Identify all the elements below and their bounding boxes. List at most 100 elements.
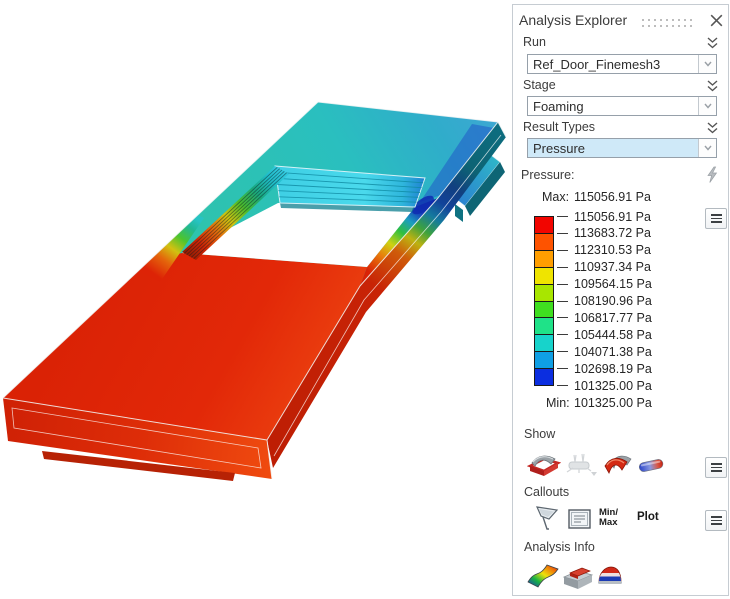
mold-with-part-icon <box>527 455 561 476</box>
auto-update-bolt-icon[interactable] <box>705 166 719 184</box>
run-combobox[interactable]: Ref_Door_Finemesh3 <box>527 54 717 74</box>
legend-tick-row: 115056.91 Pa <box>557 209 651 225</box>
show-injectors-button[interactable] <box>563 452 599 478</box>
legend-tick-row: 108190.96 Pa <box>557 293 652 309</box>
probe-flag-icon <box>536 506 559 530</box>
probe-callout-button[interactable] <box>535 505 560 532</box>
legend-max-label: Max: <box>542 190 570 204</box>
legend-max-value: 115056.91 Pa <box>574 190 651 204</box>
legend-tick-dash <box>557 351 568 353</box>
legend-tick-dash <box>557 249 568 251</box>
legend-tick-dash <box>557 283 568 285</box>
legend-menu-button[interactable] <box>705 208 727 229</box>
legend-tick-value: 115056.91 Pa <box>574 209 651 224</box>
legend-tick-value: 112310.53 Pa <box>574 243 651 258</box>
part-info-button[interactable] <box>596 564 624 588</box>
legend-tick-value: 110937.34 Pa <box>574 260 651 275</box>
callouts-menu-button[interactable] <box>705 510 727 531</box>
callouts-section-label: Callouts <box>524 485 570 499</box>
legend-tick-dash <box>557 300 568 302</box>
legend-tick-dash <box>557 317 568 319</box>
legend-tick-value: 113683.72 Pa <box>574 226 651 241</box>
legend-tick-value: 108190.96 Pa <box>574 294 652 308</box>
result-types-collapse-chevron-icon[interactable] <box>706 121 719 134</box>
stage-combobox[interactable]: Foaming <box>527 96 717 116</box>
analysis-explorer-panel: Analysis Explorer Run Ref_Door_Finemesh3… <box>512 4 729 596</box>
legend-tick-dash <box>557 216 568 217</box>
legend-color-cell <box>535 335 553 353</box>
show-foam-part-button[interactable] <box>637 455 665 475</box>
legend-tick-value: 101325.00 Pa <box>574 378 652 393</box>
mold-info-icon <box>562 567 594 589</box>
legend-tick-dash <box>557 334 568 336</box>
panel-drag-grip[interactable] <box>642 19 696 31</box>
model-hole-cutout <box>182 203 415 267</box>
legend-tick-value: 106817.77 Pa <box>574 310 652 325</box>
run-combobox-value: Ref_Door_Finemesh3 <box>533 56 661 72</box>
legend-color-cell <box>535 233 553 251</box>
note-callout-button[interactable] <box>567 507 593 532</box>
legend-min-label: Min: <box>546 396 570 410</box>
plot-callout-button[interactable]: Plot <box>637 511 659 523</box>
stage-combobox-value: Foaming <box>533 98 584 114</box>
legend-tick-dash <box>557 266 568 268</box>
legend-tick-value: 102698.19 Pa <box>574 361 652 376</box>
legend-tick-value: 104071.38 Pa <box>574 344 652 359</box>
model-red-region <box>3 253 367 440</box>
stage-section-label: Stage <box>523 78 556 92</box>
legend-color-cell <box>535 284 553 302</box>
legend-color-cell <box>535 250 553 268</box>
run-collapse-chevron-icon[interactable] <box>706 36 719 49</box>
legend-title: Pressure: <box>521 168 575 182</box>
close-icon <box>710 14 722 26</box>
legend-tick-row: 101325.00 Pa <box>557 378 652 394</box>
model-front-side-face <box>267 122 506 468</box>
legend-color-cell <box>535 217 553 234</box>
viewport-3d[interactable] <box>0 0 512 599</box>
minmax-callout-button[interactable]: Min/ Max <box>599 508 618 527</box>
analysis-info-section-label: Analysis Info <box>524 540 595 554</box>
contour-plot-icon <box>527 564 559 588</box>
part-info-icon <box>598 566 622 584</box>
legend-color-cell <box>535 352 553 370</box>
minmax-label-line1: Min/ <box>599 507 618 518</box>
legend-colorbar: 115056.91 Pa 113683.72 Pa 112310.53 Pa 1109… <box>534 209 714 393</box>
colorbar <box>534 216 554 386</box>
legend-tick-value: 105444.58 Pa <box>574 327 652 342</box>
legend-tick-value: 109564.15 Pa <box>574 277 652 292</box>
legend-min-value: 101325.00 Pa <box>574 396 652 410</box>
pressure-contour-model <box>2 101 507 481</box>
foam-part-icon <box>638 459 664 472</box>
legend-tick-row: 112310.53 Pa <box>557 242 651 258</box>
chevron-down-icon <box>703 61 712 67</box>
panel-title: Analysis Explorer <box>519 12 628 28</box>
chevron-down-icon <box>703 103 712 109</box>
minmax-label-line2: Max <box>599 516 618 528</box>
show-menu-button[interactable] <box>705 457 727 478</box>
run-section-label: Run <box>523 35 546 49</box>
legend-color-cell <box>535 369 553 386</box>
result-types-combobox[interactable]: Pressure <box>527 138 717 158</box>
contour-info-button[interactable] <box>525 560 561 590</box>
panel-close-button[interactable] <box>707 11 725 29</box>
legend-tick-row: 105444.58 Pa <box>557 327 652 343</box>
legend-color-cell <box>535 267 553 285</box>
show-mold-button[interactable] <box>527 450 561 478</box>
legend-tick-dash <box>557 385 568 386</box>
legend-tick-row: 106817.77 Pa <box>557 310 652 326</box>
legend-tick-dash <box>557 368 568 370</box>
run-combobox-arrow[interactable] <box>698 55 716 73</box>
legend-tick-row: 104071.38 Pa <box>557 344 652 360</box>
legend-tick-row: 109564.15 Pa <box>557 276 652 292</box>
legend-color-cell <box>535 318 553 336</box>
result-types-combobox-arrow[interactable] <box>698 139 716 157</box>
show-part-button[interactable] <box>603 451 633 478</box>
mold-info-button[interactable] <box>560 561 596 591</box>
legend-tick-row: 110937.34 Pa <box>557 259 651 275</box>
stage-combobox-arrow[interactable] <box>698 97 716 115</box>
legend-color-cell <box>535 301 553 319</box>
stage-collapse-chevron-icon[interactable] <box>706 79 719 92</box>
result-types-combobox-value: Pressure <box>533 140 586 156</box>
note-icon <box>568 509 591 529</box>
